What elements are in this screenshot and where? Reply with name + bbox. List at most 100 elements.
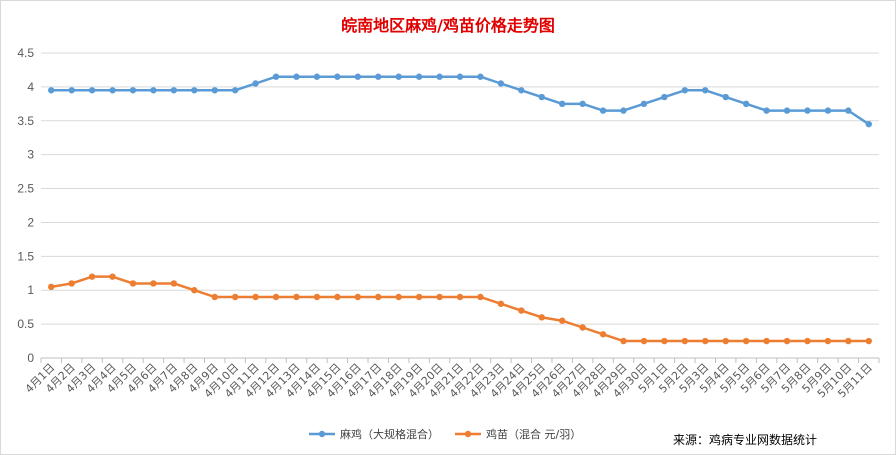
data-point [742,337,750,345]
data-point [375,293,382,301]
data-point [231,87,239,94]
data-point [68,280,75,287]
chart-title: 皖南地区麻鸡/鸡苗价格走势图 [341,16,555,35]
data-point [48,87,55,94]
data-point [272,73,280,80]
series-line-0 [51,75,870,126]
data-point [702,87,709,94]
data-point [150,280,157,287]
data-point [252,80,259,87]
y-tick-label: 2 [27,215,34,229]
data-point [129,87,137,94]
data-point [558,317,566,324]
y-tick-label: 3.5 [17,114,34,128]
data-point [763,107,770,114]
data-point [865,120,872,128]
x-axis: 4月1日4月2日4月3日4月4日4月5日4月6日4月7日4月8日4月9日4月10… [23,357,880,401]
data-point [354,73,362,80]
data-point [824,107,832,114]
legend-swatch-marker [464,430,472,438]
data-point [456,293,464,301]
data-point [804,107,811,114]
y-tick-label: 3 [27,148,34,162]
data-point [579,324,586,331]
legend: 麻鸡（大规格混合） 鸡苗（混合 元/羽） [309,427,581,441]
data-point [150,87,157,94]
data-point [375,73,382,80]
y-tick-label: 0 [27,351,34,365]
data-point [722,93,729,101]
data-point [170,280,178,287]
data-point [640,100,648,108]
data-point [334,293,341,301]
data-point [191,287,198,294]
data-point [395,73,402,80]
data-point [313,73,321,80]
data-point [804,337,811,345]
data-point [211,293,218,301]
gridlines [41,52,879,325]
legend-swatch-marker [318,430,326,438]
data-point [109,87,116,94]
data-point [783,337,791,345]
data-point [436,293,443,301]
data-point [865,337,872,345]
y-tick-label: 0.5 [17,317,34,331]
data-point [191,87,198,94]
data-point [415,293,423,301]
data-point [170,87,178,94]
data-point [599,331,607,338]
data-point [436,73,443,80]
data-point [620,337,627,345]
data-point [497,300,505,307]
y-tick-label: 1.5 [17,249,34,263]
data-point [415,73,423,80]
data-point [558,100,566,108]
data-point [661,337,668,345]
data-point [354,293,362,301]
data-point [763,337,770,345]
data-point [88,273,96,280]
data-point [252,293,259,301]
data-point [129,280,137,287]
data-point [518,87,525,94]
y-axis: 0 0.5 1 1.5 2 2.5 3 3.5 4 4.5 [17,46,34,365]
series-layer [48,73,872,345]
data-point [681,337,689,345]
data-point [845,107,852,114]
data-point [395,293,402,301]
data-point [538,93,545,101]
y-tick-label: 2.5 [17,182,34,196]
data-point [313,293,321,301]
data-point [681,87,689,94]
data-point [661,93,668,101]
data-point [48,283,55,291]
data-point [620,107,627,114]
legend-label: 鸡苗（混合 元/羽） [486,427,581,441]
data-point [456,73,464,80]
y-tick-label: 1 [27,283,34,297]
data-point [477,293,484,301]
data-point [88,87,96,94]
data-point [722,337,729,345]
y-tick-label: 4 [27,80,34,94]
data-point [272,293,280,301]
data-point [293,293,300,301]
data-point [742,100,750,108]
data-point [211,87,218,94]
data-point [334,73,341,80]
data-point [845,337,852,345]
data-point [497,80,505,87]
data-point [824,337,832,345]
data-point [640,337,648,345]
data-point [231,293,239,301]
data-point [599,107,607,114]
data-point [518,307,525,314]
data-point [579,100,586,108]
y-tick-label: 4.5 [17,46,34,60]
data-point [783,107,791,114]
data-point [68,87,75,94]
data-point [702,337,709,345]
